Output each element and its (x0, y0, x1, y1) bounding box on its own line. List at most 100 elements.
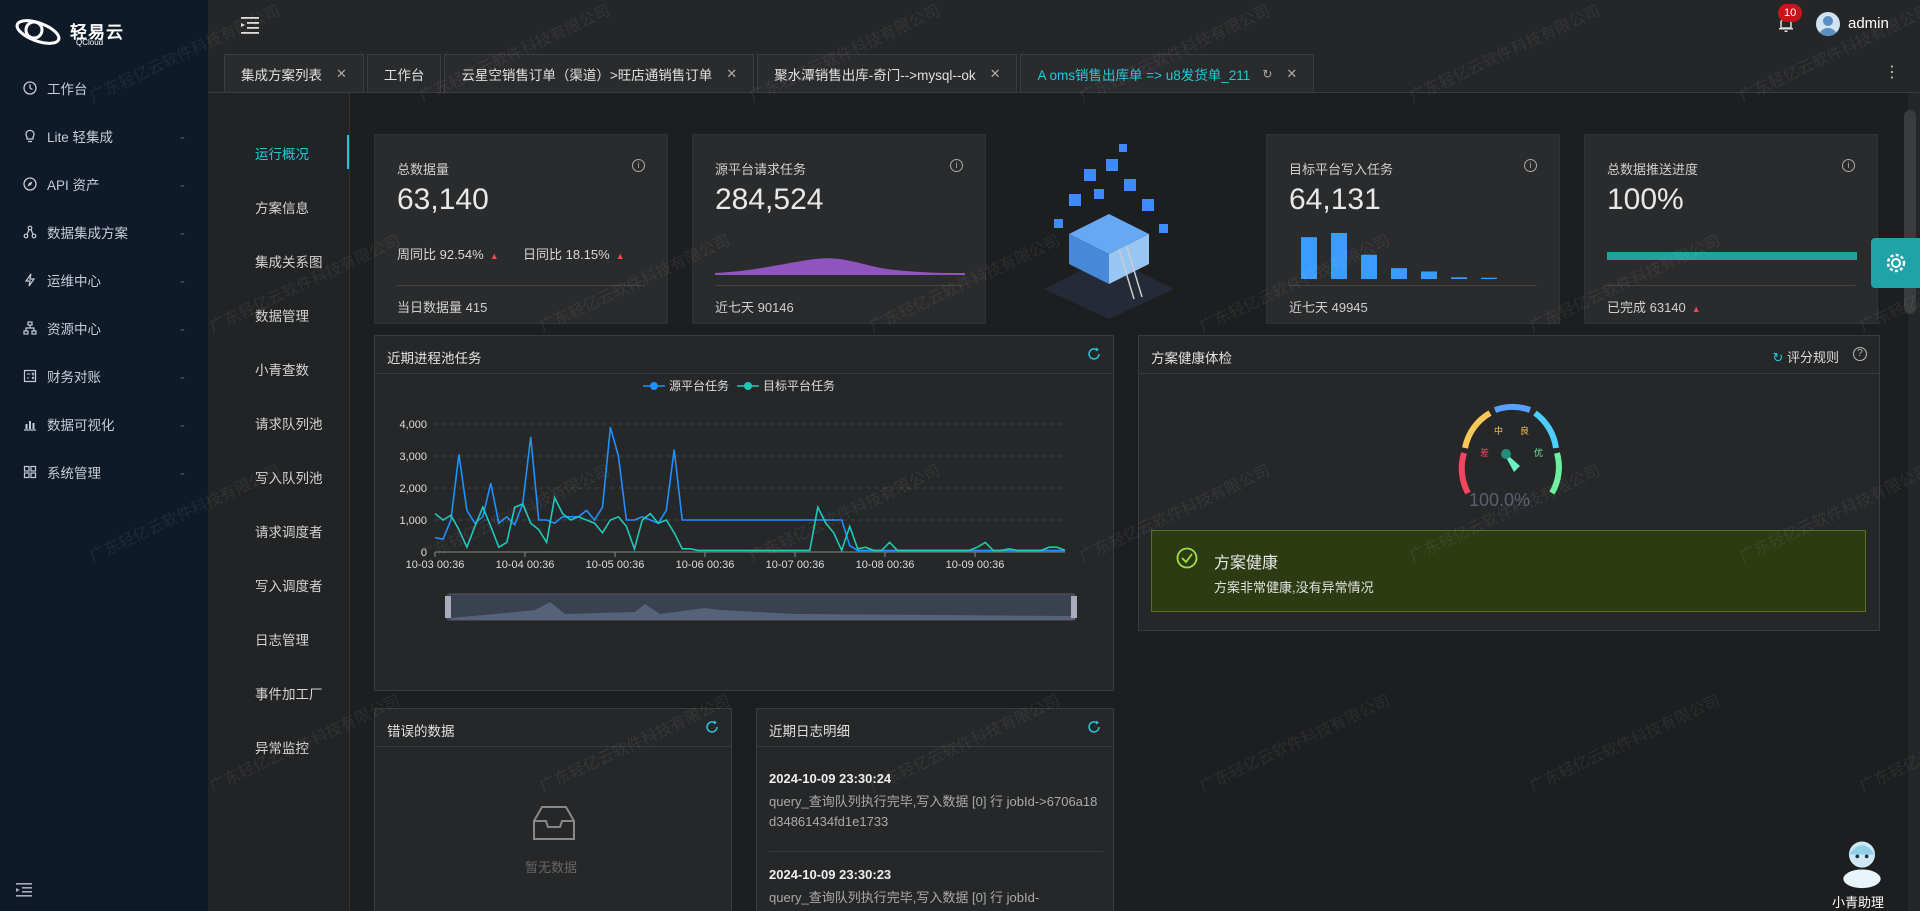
sub-nav-item-5[interactable]: 请求队列池 (255, 417, 323, 432)
sub-nav-item-0[interactable]: 运行概况 (255, 147, 309, 162)
bar-chart-icon (23, 417, 37, 431)
divider (769, 851, 1103, 852)
zoom-slider-preview (451, 602, 1075, 620)
brand-logo[interactable]: 轻易云 QCloud (14, 12, 194, 52)
score-rule-label: 评分规则 (1786, 350, 1839, 365)
chevron-down-icon: ⌄ (178, 274, 186, 285)
sub-nav-item-4[interactable]: 小青查数 (255, 363, 309, 378)
target-bar (1361, 254, 1377, 279)
info-icon[interactable]: i (950, 159, 963, 172)
sub-nav-item-10[interactable]: 事件加工厂 (255, 687, 323, 702)
progress-fill (1607, 252, 1857, 260)
legend-marker (650, 382, 658, 390)
tab-0[interactable]: 集成方案列表 ✕ (224, 54, 364, 92)
target-bar (1331, 233, 1347, 279)
refresh-icon[interactable] (1087, 347, 1101, 361)
health-status-title: 方案健康 (1214, 555, 1279, 572)
notification-badge: 10 (1778, 4, 1803, 22)
series-line (434, 495, 1066, 553)
info-icon[interactable]: i (1524, 159, 1537, 172)
close-icon[interactable]: ✕ (1286, 65, 1298, 81)
tab-label: 集成方案列表 (241, 67, 322, 83)
sidebar-item-0[interactable]: 工作台 (0, 64, 208, 112)
chevron-down-icon: ⌄ (178, 226, 186, 237)
completed-label: 已完成 63140 (1607, 300, 1686, 315)
sidebar-item-5[interactable]: 资源中心 ⌄ (0, 304, 208, 352)
sidebar-item-7[interactable]: 数据可视化 ⌄ (0, 400, 208, 448)
cubes-icon (1044, 144, 1174, 319)
share-icon (23, 225, 37, 239)
sub-nav-item-1[interactable]: 方案信息 (255, 201, 309, 216)
sub-nav-item-9[interactable]: 日志管理 (255, 633, 309, 648)
series-line (434, 426, 1065, 552)
tab-2[interactable]: 云星空销售订单（渠道）>旺店通销售订单 ✕ (444, 54, 755, 92)
more-vertical-icon[interactable]: ⋮ (1884, 64, 1900, 81)
wow-label: 周同比 92.54% (397, 247, 484, 262)
refresh-icon[interactable] (705, 720, 719, 734)
source-week-count: 近七天 90146 (715, 300, 794, 315)
sidebar-item-6[interactable]: 财务对账 ⌄ (0, 352, 208, 400)
target-bar (1301, 237, 1317, 279)
assistant-avatar[interactable] (1830, 834, 1894, 911)
error-data-panel: 错误的数据 暂无数据 (374, 708, 732, 911)
tab-1[interactable]: 工作台 (366, 54, 442, 92)
source-title: 源平台请求任务 (715, 162, 807, 177)
close-icon[interactable]: ✕ (989, 65, 1001, 81)
sidebar-item-2[interactable]: API 资产 ⌄ (0, 160, 208, 208)
settings-float-button[interactable] (1871, 238, 1920, 288)
sidebar: 轻易云 QCloud 工作台 Lite 轻集成 ⌄ API 资产 ⌄ 数据集成方案 ⌄ 运维中… (0, 0, 208, 911)
grid-icon (23, 465, 37, 479)
info-icon[interactable]: i (632, 159, 645, 172)
total-data-card: 总数据量 i 63,140 周同比 92.54% ▲ 日同比 18.15% ▲ 当日… (374, 134, 668, 324)
sidebar-item-1[interactable]: Lite 轻集成 ⌄ (0, 112, 208, 160)
sub-nav-item-3[interactable]: 数据管理 (255, 309, 309, 324)
close-icon[interactable]: ✕ (336, 65, 347, 81)
sub-nav-active-indicator (347, 135, 349, 169)
refresh-icon: ↻ (1772, 350, 1784, 365)
target-bar (1481, 277, 1497, 279)
tab-3[interactable]: 聚水潭销售出库-奇门-->mysql--ok ✕ (757, 54, 1018, 92)
sidebar-item-label: API 资产 (47, 178, 100, 193)
sub-nav-item-8[interactable]: 写入调度者 (255, 579, 323, 594)
sidebar-item-3[interactable]: 数据集成方案 ⌄ (0, 208, 208, 256)
assistant-label[interactable]: 小青助理 (1832, 895, 1885, 910)
sub-nav-item-2[interactable]: 集成关系图 (255, 255, 323, 270)
source-sparkline (715, 258, 965, 275)
brand-sub: QCloud (76, 38, 104, 47)
log-message: query_查询队列执行完毕,写入数据 [0] 行 jobId->6706a18… (769, 794, 1098, 829)
refresh-icon[interactable]: ↻ (1262, 66, 1273, 81)
tab-4[interactable]: A oms销售出库单 => u8发货单_211 ↻ ✕ (1020, 54, 1315, 92)
menu-toggle-icon[interactable] (241, 16, 261, 34)
dod-label: 日同比 18.15% (523, 247, 610, 262)
sidebar-item-8[interactable]: 系统管理 ⌄ (0, 448, 208, 496)
process-line-chart[interactable]: 源平台任务 目标平台任务 4,000 3,000 2,000 1,000 010-03 00… (375, 374, 1115, 692)
refresh-icon[interactable] (1087, 720, 1101, 734)
info-icon[interactable]: i (1842, 159, 1855, 172)
collapse-menu-icon[interactable] (16, 883, 32, 897)
sidebar-item-label: 财务对账 (47, 370, 101, 385)
progress-value: 100% (1607, 183, 1684, 216)
sub-nav-item-6[interactable]: 写入队列池 (255, 471, 323, 486)
log-time: 2024-10-09 23:30:24 (769, 771, 892, 786)
sub-nav-item-11[interactable]: 异常监控 (255, 741, 309, 756)
bolt-icon (23, 273, 37, 287)
up-arrow-icon: ▲ (489, 251, 499, 261)
clock-icon (23, 81, 37, 95)
progress-track (1607, 252, 1857, 260)
sub-nav-item-7[interactable]: 请求调度者 (255, 525, 323, 540)
score-rule-link[interactable]: ↻ 评分规则 (1772, 347, 1839, 366)
divider (1607, 285, 1855, 286)
close-icon[interactable]: ✕ (726, 65, 738, 81)
y-tick-label: 4,000 (399, 419, 427, 431)
divider (208, 92, 1920, 93)
chevron-down-icon: ⌄ (178, 466, 186, 477)
help-icon[interactable]: ? (1853, 347, 1867, 361)
avatar[interactable] (1816, 12, 1840, 36)
total-value: 63,140 (397, 183, 489, 216)
username[interactable]: admin (1848, 15, 1889, 32)
cloud-logo-icon (15, 19, 61, 45)
panel-header: 近期进程池任务 (375, 336, 1113, 374)
gauge-label-mid: 中 (1494, 425, 1503, 436)
sidebar-item-4[interactable]: 运维中心 ⌄ (0, 256, 208, 304)
y-tick-label: 3,000 (399, 451, 427, 463)
